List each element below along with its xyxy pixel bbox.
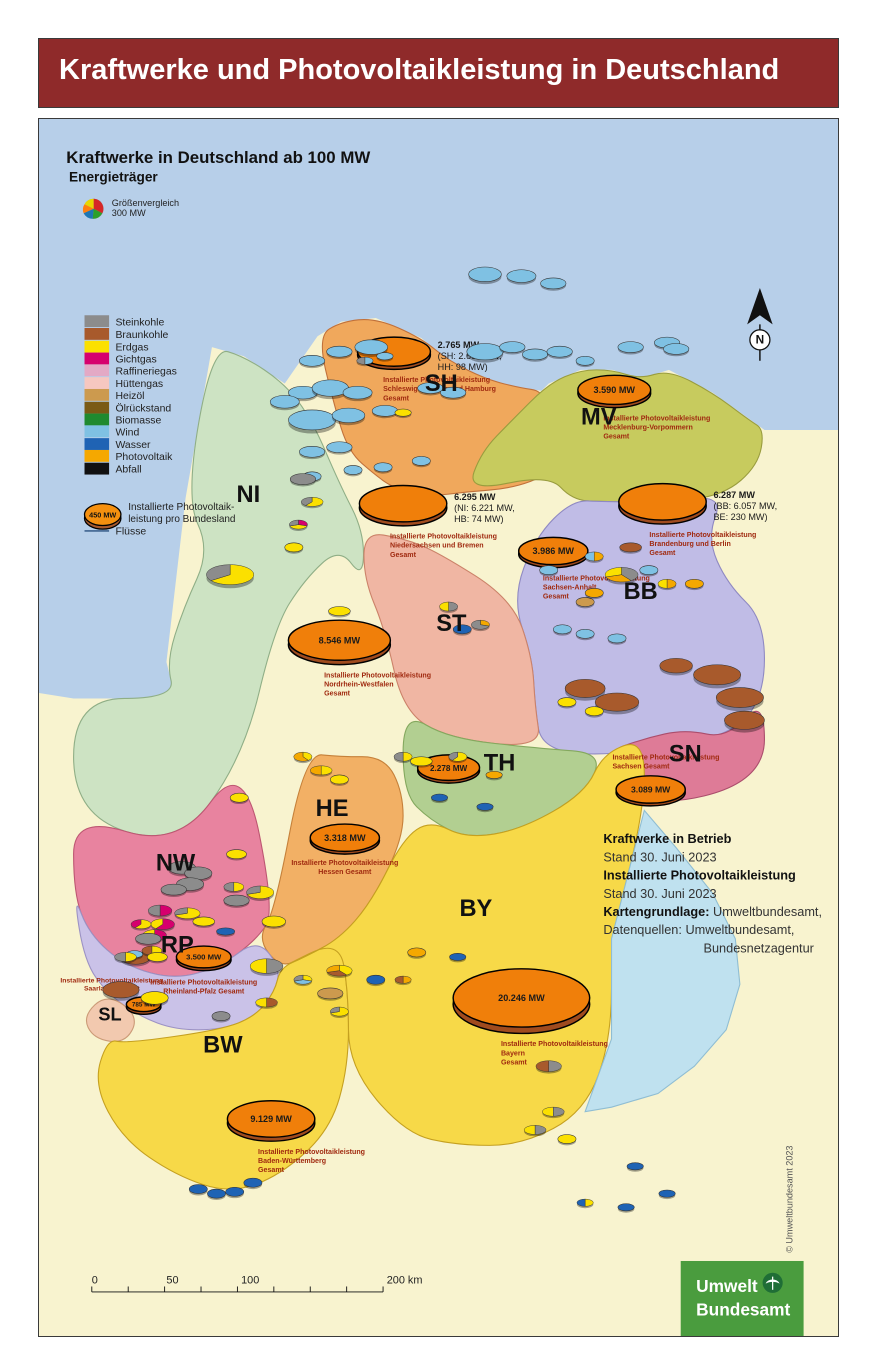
svg-text:Installierte Photovoltaikleist: Installierte Photovoltaikleistung: [603, 868, 795, 883]
svg-text:SN: SN: [669, 741, 702, 767]
svg-text:Niedersachsen und Bremen: Niedersachsen und Bremen: [390, 542, 484, 550]
svg-text:Energieträger: Energieträger: [69, 169, 158, 184]
svg-text:6.295 MW: 6.295 MW: [454, 492, 496, 502]
svg-text:Flüsse: Flüsse: [115, 527, 146, 538]
svg-text:© Umweltbundesamt 2023: © Umweltbundesamt 2023: [785, 1145, 795, 1252]
svg-text:Mecklenburg-Vorpommern: Mecklenburg-Vorpommern: [603, 423, 693, 431]
svg-text:9.129 MW: 9.129 MW: [250, 1114, 292, 1124]
svg-text:Wasser: Wasser: [115, 440, 151, 451]
svg-text:TH: TH: [484, 750, 516, 776]
svg-text:Installierte Photovoltaikleist: Installierte Photovoltaikleistung: [390, 533, 497, 541]
svg-text:BW: BW: [203, 1033, 243, 1059]
svg-text:300 MW: 300 MW: [112, 208, 146, 218]
svg-text:N: N: [756, 332, 765, 346]
svg-text:BE: 230 MW): BE: 230 MW): [713, 512, 767, 522]
svg-text:HE: HE: [316, 796, 349, 822]
svg-text:20.246 MW: 20.246 MW: [498, 993, 545, 1003]
svg-text:2.278 MW: 2.278 MW: [430, 764, 468, 773]
svg-text:Braunkohle: Braunkohle: [115, 330, 168, 341]
svg-text:Gichtgas: Gichtgas: [115, 355, 156, 366]
svg-text:Gesamt: Gesamt: [603, 433, 630, 441]
svg-text:Installierte Photovoltaikleist: Installierte Photovoltaikleistung: [324, 671, 431, 679]
svg-text:3.590 MW: 3.590 MW: [594, 385, 636, 395]
svg-text:Bundesamt: Bundesamt: [696, 1300, 790, 1320]
svg-text:ST: ST: [436, 611, 467, 637]
svg-text:Umwelt: Umwelt: [696, 1276, 758, 1296]
svg-text:Brandenburg und Berlin: Brandenburg und Berlin: [649, 540, 730, 548]
svg-text:Gesamt: Gesamt: [543, 593, 570, 601]
svg-text:leistung pro Bundesland: leistung pro Bundesland: [128, 514, 235, 525]
svg-text:HB: 74 MW): HB: 74 MW): [454, 514, 504, 524]
svg-text:100: 100: [241, 1275, 259, 1287]
svg-text:3.986 MW: 3.986 MW: [533, 546, 575, 556]
svg-text:50: 50: [166, 1275, 178, 1287]
svg-text:Ölrückstand: Ölrückstand: [115, 403, 171, 415]
svg-text:3.089 MW: 3.089 MW: [631, 785, 671, 795]
svg-text:Stand 30. Juni 2023: Stand 30. Juni 2023: [603, 849, 716, 864]
svg-text:Wind: Wind: [115, 427, 139, 438]
svg-text:SH: SH: [425, 371, 458, 397]
svg-text:Raffineriegas: Raffineriegas: [115, 366, 176, 377]
svg-text:200 km: 200 km: [387, 1275, 423, 1287]
svg-text:NI: NI: [237, 482, 261, 508]
svg-text:Heizöl: Heizöl: [115, 391, 144, 402]
svg-text:Hüttengas: Hüttengas: [115, 379, 163, 390]
svg-text:BB: BB: [624, 579, 658, 605]
svg-text:3.318 MW: 3.318 MW: [324, 833, 366, 843]
svg-text:RP: RP: [161, 932, 194, 958]
svg-text:Installierte Photovoltaikleist: Installierte Photovoltaikleistung: [150, 978, 257, 986]
svg-text:Gesamt: Gesamt: [258, 1166, 285, 1174]
svg-text:Installierte Photovoltaikleist: Installierte Photovoltaikleistung: [291, 859, 398, 867]
svg-text:Gesamt: Gesamt: [383, 394, 410, 402]
svg-text:Installierte Photovoltaikleist: Installierte Photovoltaikleistung: [501, 1040, 608, 1048]
svg-text:Gesamt: Gesamt: [390, 551, 417, 559]
svg-text:Installierte Photovoltaikleist: Installierte Photovoltaikleistung: [258, 1148, 365, 1156]
svg-text:(BB: 6.057 MW,: (BB: 6.057 MW,: [713, 501, 777, 511]
svg-text:Rheinland-Pfalz Gesamt: Rheinland-Pfalz Gesamt: [163, 987, 245, 995]
svg-text:Biomasse: Biomasse: [115, 416, 161, 427]
svg-text:Datenquellen: Umweltbundesamt,: Datenquellen: Umweltbundesamt,: [603, 922, 794, 937]
svg-text:NW: NW: [156, 850, 196, 876]
svg-text:Gesamt: Gesamt: [649, 549, 676, 557]
svg-text:Hessen Gesamt: Hessen Gesamt: [318, 868, 372, 876]
svg-text:Installierte Photovoltaikleist: Installierte Photovoltaikleistung: [603, 414, 710, 422]
svg-text:Bundesnetzagentur: Bundesnetzagentur: [703, 940, 814, 955]
svg-text:Stand 30. Juni 2023: Stand 30. Juni 2023: [603, 886, 716, 901]
svg-text:Sachsen Gesamt: Sachsen Gesamt: [612, 763, 670, 771]
svg-text:SL: SL: [98, 1005, 121, 1025]
svg-text:BY: BY: [459, 896, 492, 922]
svg-text:Größenvergleich: Größenvergleich: [112, 198, 179, 208]
svg-text:450 MW: 450 MW: [89, 510, 116, 519]
svg-text:Erdgas: Erdgas: [115, 343, 148, 354]
svg-text:0: 0: [92, 1275, 98, 1287]
svg-text:Gesamt: Gesamt: [324, 690, 351, 698]
svg-text:Baden-Württemberg: Baden-Württemberg: [258, 1157, 326, 1165]
svg-text:Installierte Photovoltaikleist: Installierte Photovoltaikleistung: [612, 753, 719, 761]
svg-text:6.287 MW: 6.287 MW: [713, 490, 755, 500]
svg-text:8.546 MW: 8.546 MW: [319, 635, 361, 645]
svg-text:Kartengrundlage: Umweltbundesa: Kartengrundlage: Umweltbundesamt,: [603, 904, 822, 919]
svg-text:Bayern: Bayern: [501, 1049, 525, 1057]
svg-text:MV: MV: [581, 404, 617, 430]
svg-text:Installierte Photovoltaik-: Installierte Photovoltaik-: [128, 502, 234, 513]
svg-text:Kraftwerke in Betrieb: Kraftwerke in Betrieb: [603, 831, 731, 846]
svg-text:Gesamt: Gesamt: [501, 1058, 528, 1066]
svg-text:Steinkohle: Steinkohle: [115, 317, 164, 328]
svg-text:Photovoltaik: Photovoltaik: [115, 452, 173, 463]
svg-text:Installierte Photovoltaikleist: Installierte Photovoltaikleistung: [649, 531, 756, 539]
svg-text:Kraftwerke in Deutschland ab 1: Kraftwerke in Deutschland ab 100 MW: [66, 148, 370, 167]
svg-text:Abfall: Abfall: [115, 465, 141, 476]
svg-text:Nordrhein-Westfalen: Nordrhein-Westfalen: [324, 680, 393, 688]
svg-text:(NI: 6.221 MW,: (NI: 6.221 MW,: [454, 503, 515, 513]
